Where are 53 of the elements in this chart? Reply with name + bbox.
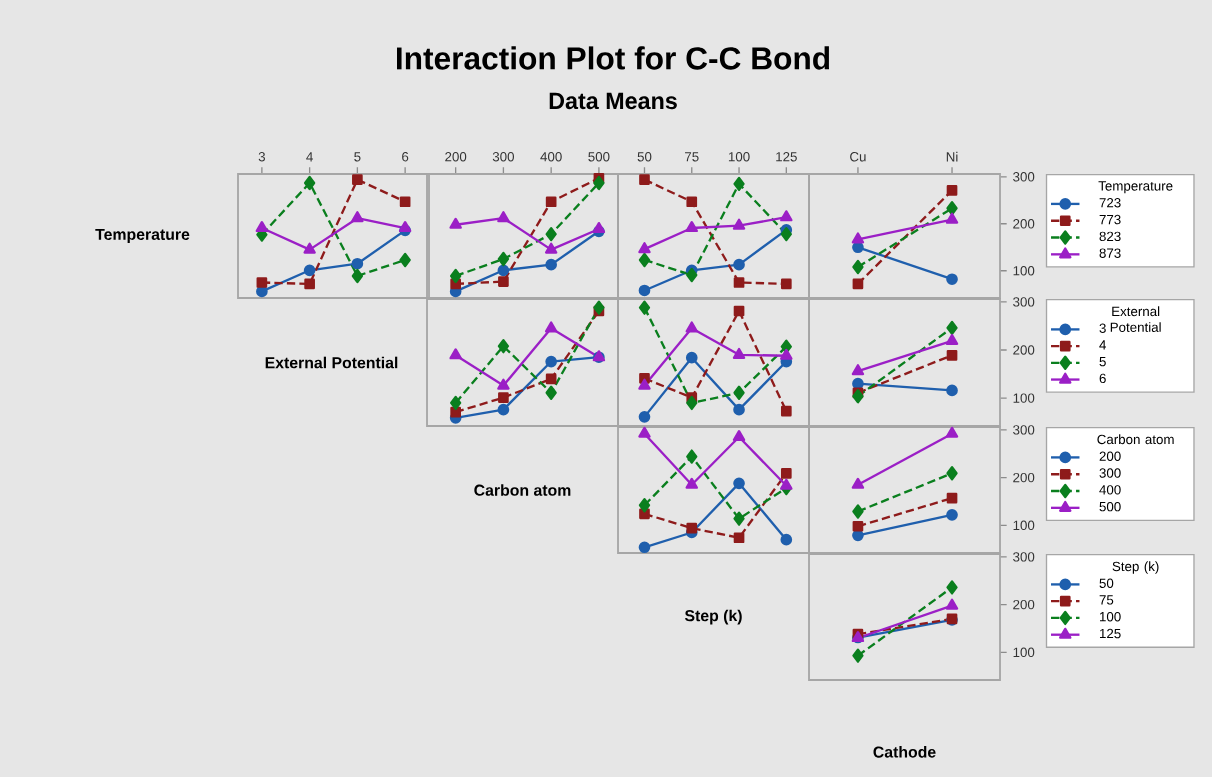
legend-label: 723 <box>1099 198 1121 208</box>
x-tick-label: Ni <box>946 151 958 162</box>
legend-label: 75 <box>1099 595 1114 605</box>
x-tick-label: 500 <box>588 152 610 162</box>
y-axis-title: External Potential <box>265 356 398 369</box>
legend-label: 5 <box>1099 356 1106 367</box>
x-tick-label: 400 <box>540 152 562 162</box>
legend-label: 400 <box>1099 485 1121 495</box>
legend-label: 773 <box>1099 214 1121 225</box>
y-axis-title: Step (k) <box>684 609 742 625</box>
legend-label: 100 <box>1099 611 1121 622</box>
legend-label: 4 <box>1099 340 1107 350</box>
y-tick-label: 200 <box>1013 219 1035 229</box>
x-tick-label: 125 <box>776 152 797 162</box>
x-tick-label: 6 <box>402 152 409 162</box>
y-tick-label: 200 <box>1013 345 1035 355</box>
y-axis-title: Temperature <box>95 228 190 244</box>
legend-label: 200 <box>1099 451 1121 461</box>
text: Interaction Plot for C-C Bond <box>396 46 830 70</box>
legend-label: 125 <box>1099 628 1121 639</box>
x-tick-label: 3 <box>258 152 265 162</box>
y-tick-label: 100 <box>1013 393 1035 403</box>
x-tick-label: 5 <box>354 152 361 162</box>
legend-title: Carbon atom <box>1097 434 1174 445</box>
y-tick-label: 100 <box>1013 520 1035 531</box>
legend-title: External Potential <box>1110 306 1161 332</box>
x-tick-label: 300 <box>492 152 515 162</box>
y-tick-label: 300 <box>1013 297 1035 307</box>
legend-label: 6 <box>1099 373 1106 384</box>
legend-title: Step (k) <box>1112 561 1159 574</box>
legend-label: 300 <box>1099 468 1121 478</box>
legend-label: 873 <box>1099 248 1121 258</box>
x-tick-label: Cu <box>850 152 866 162</box>
legend-label: 500 <box>1099 501 1121 512</box>
legend-label: 3 <box>1099 323 1106 333</box>
text: Data Means <box>549 92 677 110</box>
y-tick-label: 300 <box>1013 552 1035 562</box>
x-tick-label: 200 <box>445 152 467 162</box>
y-tick-label: 100 <box>1013 647 1035 658</box>
y-tick-label: 100 <box>1013 266 1035 276</box>
x-tick-label: 50 <box>637 152 652 162</box>
x-tick-label: 4 <box>306 152 313 162</box>
x-tick-label: 100 <box>728 152 750 162</box>
y-tick-label: 200 <box>1013 472 1035 483</box>
y-tick-label: 200 <box>1013 599 1035 610</box>
x-axis-title: Cathode <box>873 746 936 758</box>
y-tick-label: 300 <box>1013 425 1035 435</box>
x-tick-label: 75 <box>685 152 699 162</box>
legend-label: 50 <box>1099 578 1114 588</box>
y-tick-label: 300 <box>1013 172 1035 182</box>
legend-title: Temperature <box>1098 181 1173 194</box>
y-axis-title: Carbon atom <box>474 484 571 496</box>
legend-label: 823 <box>1099 231 1121 242</box>
